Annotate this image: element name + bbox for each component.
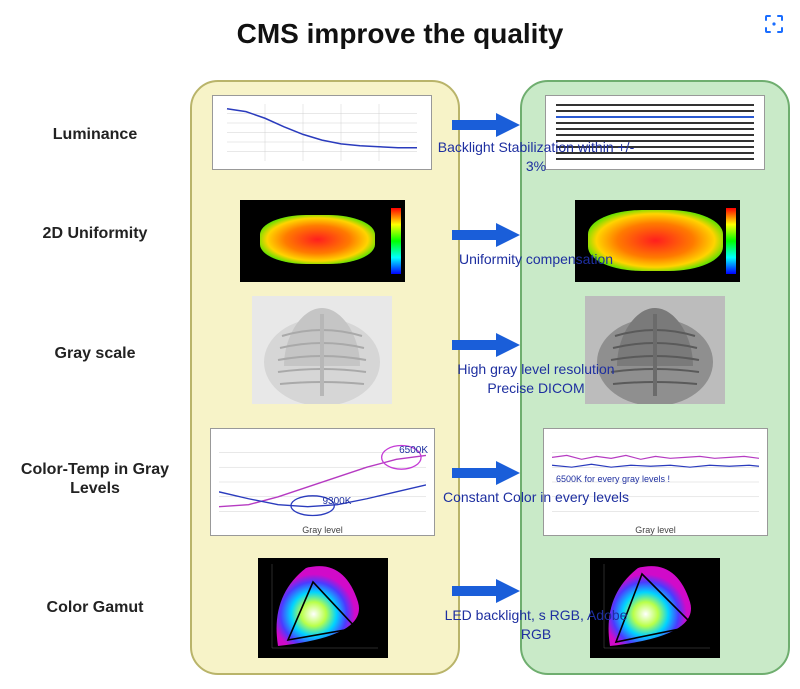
anno-every-level: 6500K for every gray levels ! (556, 474, 670, 484)
gamut-before-thumb (258, 558, 388, 658)
cie-gamut-before (258, 558, 388, 658)
anno-6500k: 6500K (399, 445, 428, 456)
colortemp-flat-chart: 6500K for every gray levels ! Gray level (544, 429, 767, 535)
colortemp-before-thumb: 6500K 9300K Gray level (210, 428, 435, 536)
arrow-icon (452, 578, 520, 604)
row-label-gamut: Color Gamut (10, 598, 180, 617)
row-label-luminance: Luminance (10, 125, 180, 144)
arrow-icon (452, 332, 520, 358)
anno-9300k: 9300K (323, 496, 352, 507)
row-label-grayscale: Gray scale (10, 344, 180, 363)
caption-gamut: LED backlight, s RGB, Adobe RGB (436, 606, 636, 644)
colortemp-after-thumb: 6500K for every gray levels ! Gray level (543, 428, 768, 536)
colortemp-drift-chart: 6500K 9300K Gray level (211, 429, 434, 535)
heatmap-before (240, 200, 405, 282)
luminance-before-thumb (212, 95, 432, 170)
caption-grayscale: High gray level resolution Precise DICOM (436, 360, 636, 398)
row-label-uniformity: 2D Uniformity (10, 224, 180, 243)
arrow-icon (452, 460, 520, 486)
caption-luminance: Backlight Stabilization within +/- 3% (436, 138, 636, 176)
arrow-icon (452, 112, 520, 138)
arrow-icon (452, 222, 520, 248)
caption-uniformity: Uniformity compensation (436, 250, 636, 269)
caption-colortemp: Constant Color in every levels (436, 488, 636, 507)
page-title: CMS improve the quality (0, 18, 800, 50)
xray-before (252, 296, 392, 404)
grayscale-before-thumb (252, 296, 392, 404)
x-axis-label: Gray level (211, 525, 434, 535)
row-label-colortemp: Color-Temp in Gray Levels (10, 460, 180, 498)
luminance-decay-chart (213, 96, 431, 169)
uniformity-before-thumb (240, 200, 405, 282)
heatmap-after (575, 200, 740, 282)
uniformity-after-thumb (575, 200, 740, 282)
x-axis-label: Gray level (544, 525, 767, 535)
